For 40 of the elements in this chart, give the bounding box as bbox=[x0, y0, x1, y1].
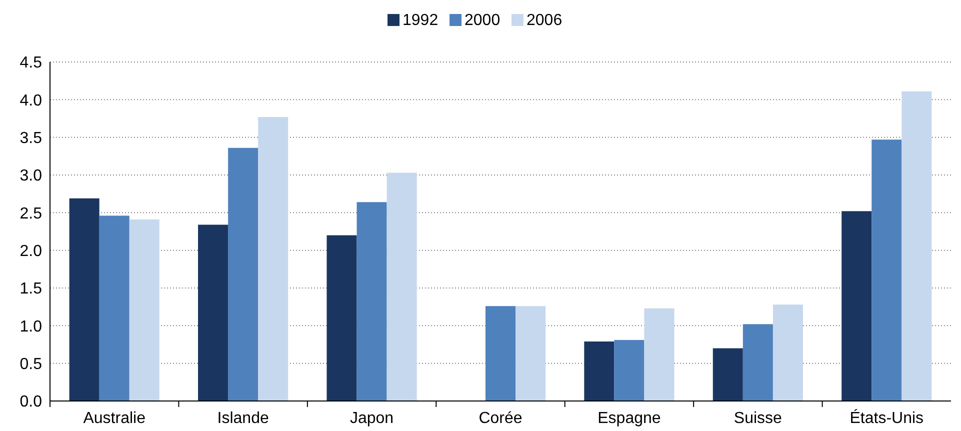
y-tick-label: 0.0 bbox=[20, 394, 42, 411]
x-tick-label: Suisse bbox=[734, 410, 782, 427]
bar bbox=[258, 116, 288, 401]
bar bbox=[614, 340, 644, 401]
bar bbox=[644, 308, 674, 401]
x-tick-label: Japon bbox=[350, 410, 394, 427]
bar bbox=[228, 148, 258, 401]
bar bbox=[198, 224, 228, 401]
y-tick-label: 3.0 bbox=[20, 168, 42, 185]
x-tick-label: Islande bbox=[217, 410, 269, 427]
bar bbox=[712, 348, 743, 401]
x-tick-label: États-Unis bbox=[850, 409, 924, 427]
bar bbox=[902, 91, 932, 401]
y-tick-label: 4.0 bbox=[20, 92, 42, 110]
legend-label: 2000 bbox=[464, 12, 500, 29]
y-tick-label: 3.5 bbox=[20, 130, 42, 147]
x-tick-label: Australie bbox=[83, 410, 146, 427]
bar bbox=[742, 324, 773, 401]
bar bbox=[842, 211, 872, 401]
y-tick-label: 2.0 bbox=[20, 242, 42, 260]
bar bbox=[356, 202, 387, 401]
bar bbox=[516, 306, 546, 401]
bar bbox=[326, 235, 357, 401]
legend-label: 2006 bbox=[526, 12, 562, 29]
bar bbox=[386, 172, 417, 401]
bar bbox=[584, 341, 614, 401]
bar bbox=[99, 216, 130, 401]
x-tick-label: Espagne bbox=[598, 410, 661, 427]
y-tick-label: 1.0 bbox=[20, 318, 42, 336]
y-tick-label: 1.5 bbox=[20, 280, 42, 298]
bar bbox=[485, 306, 516, 401]
bar bbox=[772, 304, 803, 401]
y-tick-label: 4.5 bbox=[20, 54, 42, 72]
bar bbox=[69, 198, 100, 401]
bar bbox=[129, 219, 160, 401]
y-tick-label: 2.5 bbox=[20, 205, 42, 222]
x-tick-label: Corée bbox=[478, 410, 522, 427]
legend-label: 1992 bbox=[402, 12, 438, 29]
bar bbox=[872, 140, 902, 401]
y-tick-label: 0.5 bbox=[20, 356, 42, 373]
